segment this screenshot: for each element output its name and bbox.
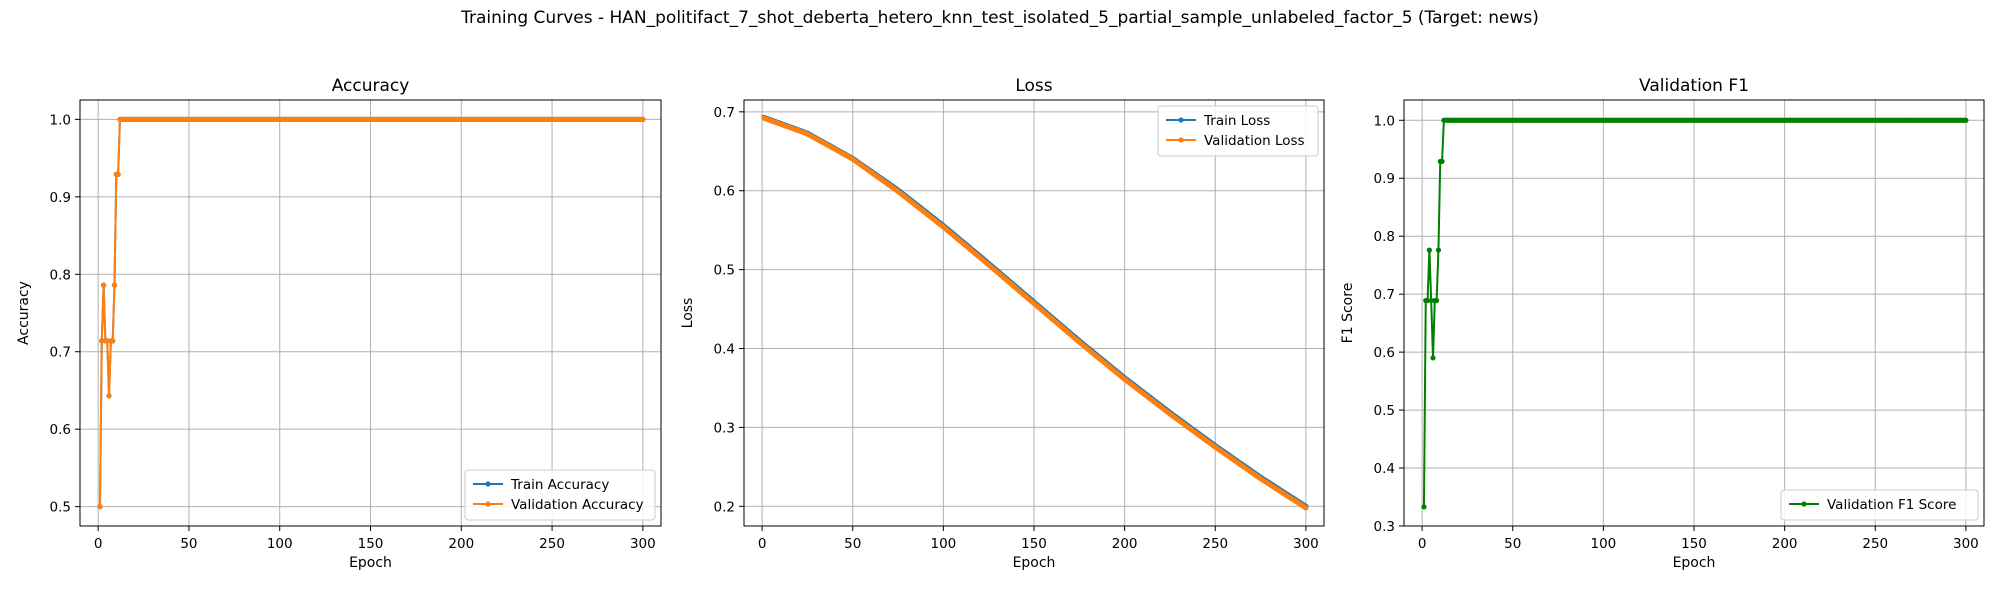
legend-swatch-marker <box>1178 117 1184 123</box>
data-point <box>97 504 103 510</box>
data-point <box>1430 355 1436 361</box>
legend-swatch-marker <box>1801 501 1807 507</box>
data-point <box>1421 504 1427 510</box>
chart-panel-validation-f1: 0 50 100 150 200 250 300 0.3 0.4 0.5 0.6 0.7 0.8 0.9 1… <box>1340 76 1985 571</box>
x-tick-label: 100 <box>267 536 293 552</box>
y-tick-label: 0.9 <box>1374 171 1395 187</box>
legend-box <box>1780 489 1979 521</box>
series-validation-accuracy <box>97 116 646 510</box>
figure-title: Training Curves - HAN_politifact_7_shot_… <box>461 8 1539 28</box>
legend-swatch-marker <box>485 501 491 507</box>
y-tick-label: 0.4 <box>714 342 735 358</box>
y-tick-label: 0.6 <box>50 422 71 438</box>
x-tick-label: 100 <box>930 536 956 552</box>
x-tick-label: 300 <box>1953 536 1979 552</box>
data-point <box>104 338 110 344</box>
data-point <box>1439 158 1445 165</box>
x-tick-label: 300 <box>1293 536 1319 552</box>
data-point <box>1963 117 1969 123</box>
series-train-loss <box>761 114 1309 509</box>
data-point <box>1424 297 1431 304</box>
series-train-accuracy <box>97 116 646 510</box>
panel-title: Loss <box>1015 76 1052 96</box>
x-tick-label: 50 <box>844 536 861 552</box>
legend-swatch-marker <box>485 481 491 487</box>
x-tick-label: 250 <box>1862 536 1888 552</box>
y-tick-label: 0.2 <box>714 499 735 515</box>
x-tick-label: 150 <box>1681 536 1707 552</box>
x-tick-label: 100 <box>1590 536 1616 552</box>
x-tick-label: 50 <box>180 536 197 552</box>
data-point <box>1435 247 1442 253</box>
y-tick-label: 0.4 <box>1374 461 1395 477</box>
x-tick-label: 200 <box>1112 536 1138 552</box>
legend-label: Train Loss <box>1203 113 1270 129</box>
legend-label: Validation Accuracy <box>511 497 644 513</box>
data-point <box>110 338 116 344</box>
data-point <box>1426 247 1432 253</box>
y-tick-label: 0.3 <box>714 420 735 436</box>
legend-swatch-marker <box>1178 137 1184 143</box>
legend: Validation F1 Score <box>1780 489 1979 521</box>
x-tick-label: 150 <box>1021 536 1047 552</box>
series-line-train-accuracy <box>98 118 643 507</box>
x-axis-label: Epoch <box>1673 555 1716 571</box>
x-tick-label: 300 <box>630 536 656 552</box>
x-tick-label: 50 <box>1504 536 1521 552</box>
x-tick-label: 200 <box>448 536 474 552</box>
y-tick-label: 1.0 <box>1374 113 1395 129</box>
series-validation-loss <box>761 115 1309 511</box>
x-axis-label: Epoch <box>349 555 392 571</box>
legend-label: Validation F1 Score <box>1827 497 1956 513</box>
y-axis-label: Loss <box>680 298 696 329</box>
data-point <box>640 116 646 122</box>
series-line-train-loss <box>763 116 1307 508</box>
x-tick-label: 150 <box>358 536 384 552</box>
data-point <box>111 282 118 288</box>
legend-box <box>464 469 656 521</box>
series-validation-f1-score <box>1421 117 1969 510</box>
y-tick-label: 0.9 <box>50 190 71 206</box>
y-tick-label: 0.8 <box>50 267 71 283</box>
y-tick-label: 0.7 <box>1374 287 1395 303</box>
x-tick-label: 0 <box>758 536 767 552</box>
y-tick-label: 0.7 <box>50 345 71 361</box>
legend: Train Loss Validation Loss <box>1157 105 1319 157</box>
chart-panel-accuracy: 0 50 100 150 200 250 300 0.5 0.6 0.7 0.8 0.9 1.0 Accu… <box>16 76 662 571</box>
x-tick-label: 0 <box>94 536 103 552</box>
data-point <box>101 282 107 288</box>
x-tick-label: 200 <box>1772 536 1798 552</box>
y-tick-label: 0.5 <box>50 500 71 516</box>
y-axis-label: Accuracy <box>16 281 32 345</box>
y-tick-label: 0.5 <box>714 263 735 279</box>
data-point <box>1434 297 1440 304</box>
legend-box <box>1157 105 1319 157</box>
x-tick-label: 0 <box>1418 536 1427 552</box>
legend-label: Validation Loss <box>1204 133 1305 149</box>
chart-panel-loss: 0 50 100 150 200 250 300 0.2 0.3 0.4 0.5 0.6 0.7 Loss… <box>680 76 1325 571</box>
y-tick-label: 0.3 <box>1374 519 1395 535</box>
legend: Train Accuracy Validation Accuracy <box>464 469 656 521</box>
data-point <box>1303 505 1309 511</box>
y-tick-label: 0.6 <box>1374 345 1395 361</box>
x-tick-label: 250 <box>1202 536 1228 552</box>
panel-title: Validation F1 <box>1639 76 1749 96</box>
x-axis-label: Epoch <box>1013 555 1056 571</box>
panel-title: Accuracy <box>332 76 410 96</box>
y-tick-label: 0.5 <box>1374 403 1395 419</box>
legend-label: Train Accuracy <box>510 477 609 493</box>
data-point <box>1428 297 1434 304</box>
y-tick-label: 0.7 <box>714 105 735 121</box>
data-point <box>99 338 105 344</box>
data-point <box>106 393 112 399</box>
series-line-validation-accuracy <box>98 118 643 507</box>
x-tick-label: 250 <box>539 536 565 552</box>
y-axis-label: F1 Score <box>1340 283 1356 344</box>
y-tick-label: 1.0 <box>50 112 71 128</box>
y-tick-label: 0.6 <box>714 184 735 200</box>
y-tick-label: 0.8 <box>1374 229 1395 245</box>
data-point <box>115 171 121 177</box>
